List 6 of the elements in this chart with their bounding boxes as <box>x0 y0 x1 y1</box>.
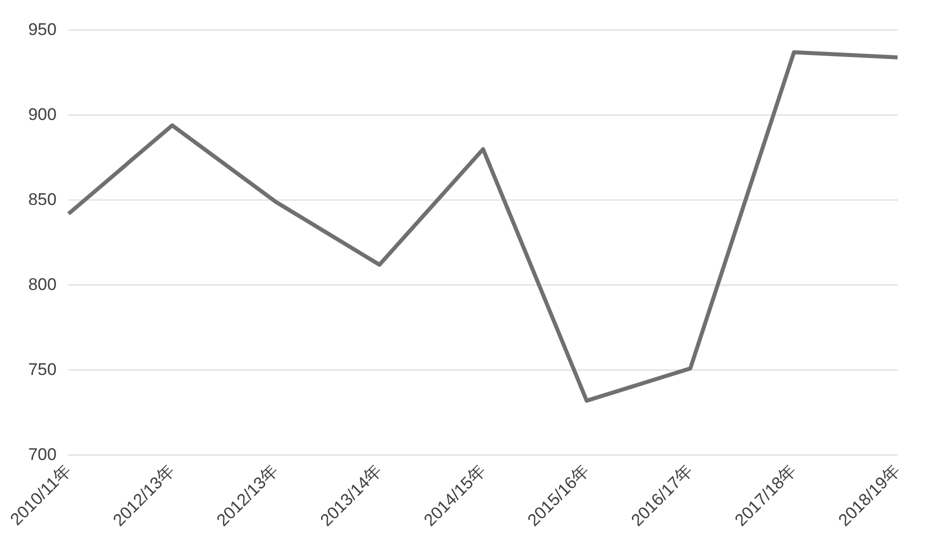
y-tick-label: 900 <box>28 104 57 124</box>
y-tick-label: 750 <box>28 360 57 379</box>
y-tick-label: 700 <box>28 444 57 464</box>
y-tick-label: 950 <box>28 20 57 39</box>
y-tick-label: 850 <box>28 190 57 209</box>
y-tick-label: 800 <box>28 274 57 294</box>
